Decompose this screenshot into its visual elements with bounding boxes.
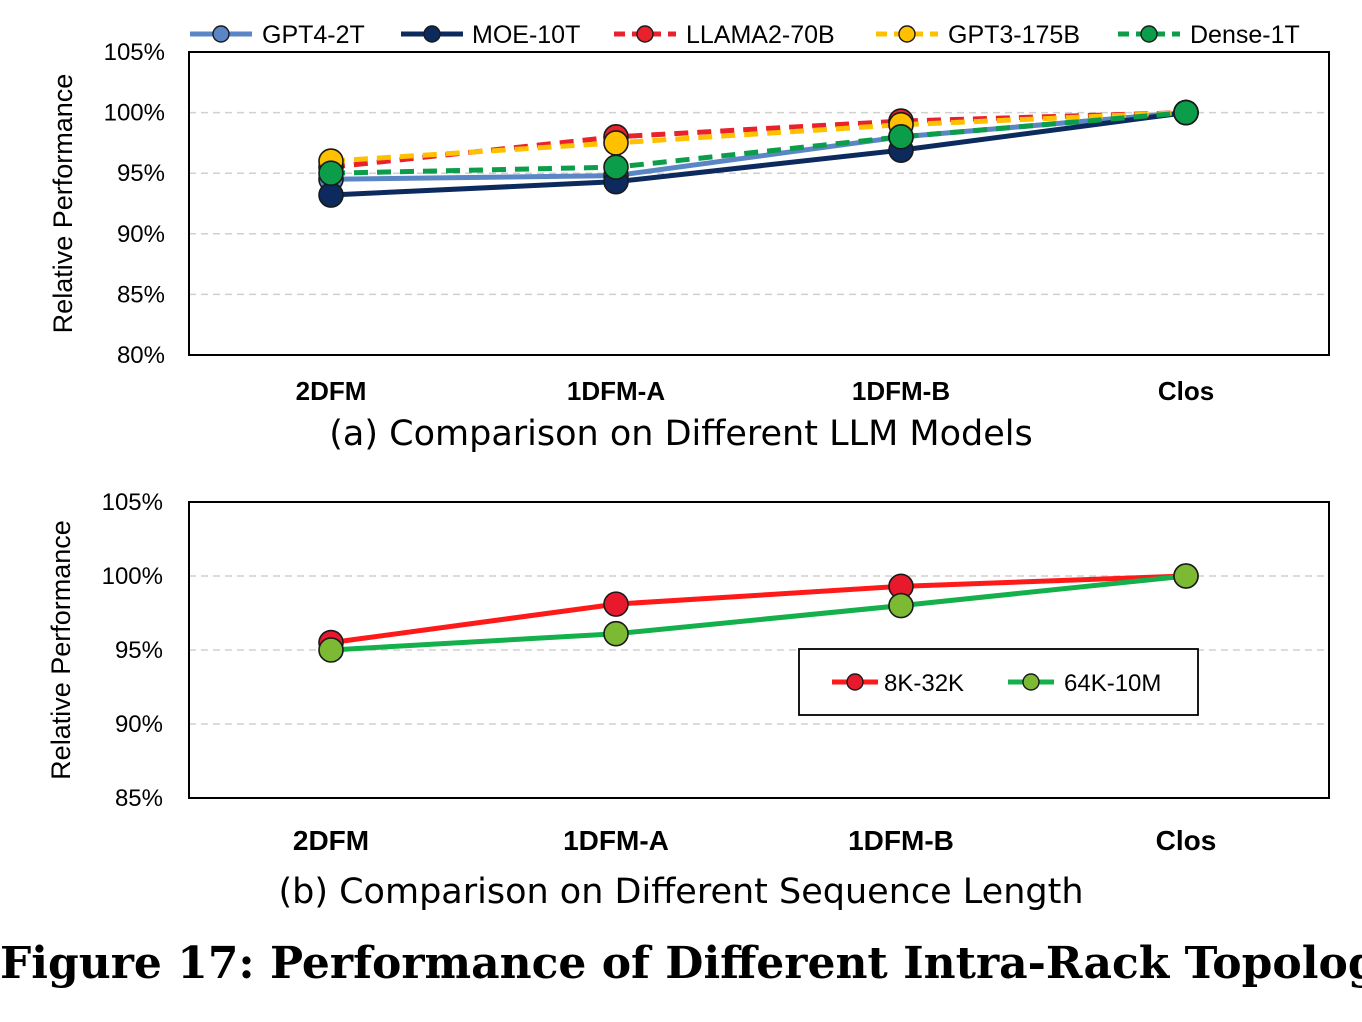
x-tick-label: Clos [1156,825,1217,856]
series-line [330,110,1187,164]
legend-label: GPT3-175B [948,21,1080,49]
legend-label: 8K-32K [884,670,964,697]
y-axis-label: Relative Performance [46,520,76,780]
x-tick-label: 1DFM-B [848,825,954,856]
y-tick-label: 100% [104,100,165,127]
legend-label: LLAMA2-70B [686,21,835,49]
y-tick-label: 85% [115,785,163,812]
legend-swatch-marker [1022,673,1040,691]
y-tick-label: 90% [115,711,163,738]
x-tick-label: 2DFM [293,825,369,856]
chart-a: 80% 85% 90% 95% 100% 105% Relative Performance… [48,21,1330,406]
chart-a-caption: (a) Comparison on Different LLM Models [329,414,1033,454]
legend-swatch-marker [846,673,864,691]
data-point [1173,99,1199,126]
data-point [603,620,629,647]
plot-frame [188,51,1330,356]
y-tick-label: 95% [117,160,165,187]
data-point [603,130,629,156]
y-tick-label: 105% [102,489,163,516]
y-tick-label: 100% [102,563,163,590]
plot-frame [188,501,1330,799]
y-tick-label: 85% [117,281,165,308]
data-point [888,124,914,150]
legend-swatch-marker [636,25,654,43]
series-line [330,110,1187,198]
legend-swatch-marker [212,25,230,43]
legend-swatch-marker [423,25,441,43]
data-point [318,182,344,208]
chart-b-caption: (b) Comparison on Different Sequence Len… [278,872,1084,912]
y-tick-label: 105% [104,39,165,66]
legend-label: MOE-10T [472,21,580,49]
legend-label: GPT4-2T [262,21,365,49]
legend-swatch-marker [1140,25,1158,43]
x-tick-label: Clos [1158,376,1214,406]
legend-label: 64K-10M [1064,670,1161,697]
x-tick-label: 2DFM [296,376,367,406]
figure-title: Figure 17: Performance of Different Intr… [0,938,1362,989]
series-line [330,110,1187,170]
series-line [330,573,1187,646]
x-tick-label: 1DFM-A [567,376,665,406]
y-tick-label: 90% [117,221,165,248]
data-point [1173,563,1199,589]
legend-swatch-marker [898,25,916,43]
data-point [888,592,914,619]
legend-label: Dense-1T [1190,21,1300,49]
x-tick-label: 1DFM-B [852,376,950,406]
data-point [603,154,629,180]
x-tick-label: 1DFM-A [563,825,669,856]
series-line [330,110,1187,176]
y-tick-label: 80% [117,342,165,369]
series-line [330,573,1187,653]
y-axis-label: Relative Performance [48,74,78,334]
data-point [603,591,629,617]
chart-b: 85% 90% 95% 100% 105% Relative Performance 2DF… [46,489,1330,856]
data-point [318,160,344,186]
y-tick-label: 95% [115,637,163,664]
data-point [318,637,344,663]
